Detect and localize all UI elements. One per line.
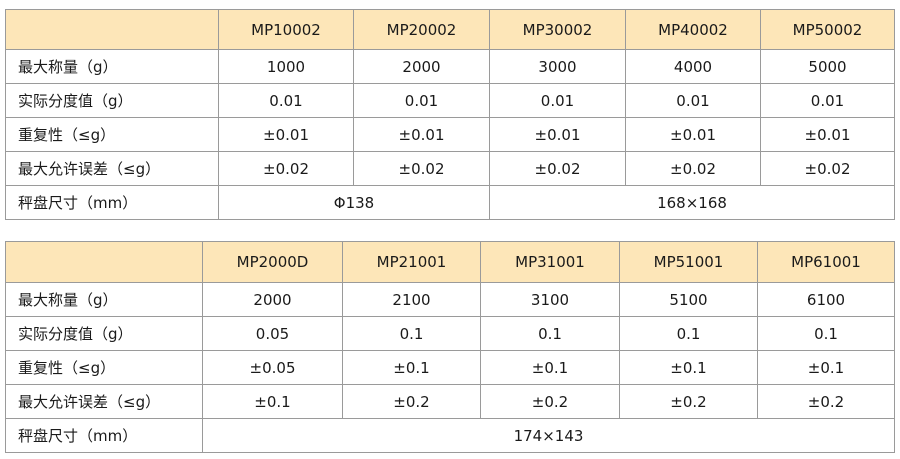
table-cell: 0.01 — [490, 84, 626, 118]
table-cell: ±0.05 — [203, 351, 343, 385]
table-cell: ±0.01 — [490, 118, 626, 152]
model-header: MP31001 — [481, 242, 620, 283]
table-cell: 3000 — [490, 50, 626, 84]
table-cell: ±0.2 — [343, 385, 481, 419]
table-cell-pan-square: 168×168 — [490, 186, 895, 220]
header-corner-cell — [6, 242, 203, 283]
table-cell: 0.05 — [203, 317, 343, 351]
table-cell-pan-round: Φ138 — [219, 186, 490, 220]
table-row-max-error: 最大允许误差（≤g） ±0.1 ±0.2 ±0.2 ±0.2 ±0.2 — [6, 385, 895, 419]
table-row-pan-size: 秤盘尺寸（mm） Φ138 168×168 — [6, 186, 895, 220]
row-label: 重复性（≤g） — [6, 118, 219, 152]
spec-table-mp-series-1: MP10002 MP20002 MP30002 MP40002 MP50002 … — [5, 9, 895, 220]
table-cell: 3100 — [481, 283, 620, 317]
table-cell: 0.01 — [761, 84, 895, 118]
model-header: MP40002 — [626, 10, 761, 50]
model-header: MP50002 — [761, 10, 895, 50]
table-row-repeatability: 重复性（≤g） ±0.05 ±0.1 ±0.1 ±0.1 ±0.1 — [6, 351, 895, 385]
row-label: 实际分度值（g） — [6, 317, 203, 351]
table-cell: 5100 — [620, 283, 758, 317]
model-header: MP30002 — [490, 10, 626, 50]
header-corner-cell — [6, 10, 219, 50]
model-header: MP10002 — [219, 10, 354, 50]
table-cell: ±0.2 — [481, 385, 620, 419]
table-cell: 0.1 — [758, 317, 895, 351]
table-cell: ±0.2 — [620, 385, 758, 419]
row-label: 最大允许误差（≤g） — [6, 385, 203, 419]
table-cell: 2000 — [203, 283, 343, 317]
table-cell: ±0.1 — [343, 351, 481, 385]
table-cell: ±0.02 — [626, 152, 761, 186]
table-cell: 2100 — [343, 283, 481, 317]
table-row-repeatability: 重复性（≤g） ±0.01 ±0.01 ±0.01 ±0.01 ±0.01 — [6, 118, 895, 152]
table-row-max-error: 最大允许误差（≤g） ±0.02 ±0.02 ±0.02 ±0.02 ±0.02 — [6, 152, 895, 186]
model-header: MP20002 — [354, 10, 490, 50]
table-cell: ±0.1 — [758, 351, 895, 385]
table-row-max-capacity: 最大称量（g） 1000 2000 3000 4000 5000 — [6, 50, 895, 84]
table-cell: ±0.1 — [203, 385, 343, 419]
table-row-readability: 实际分度值（g） 0.05 0.1 0.1 0.1 0.1 — [6, 317, 895, 351]
table-cell: ±0.1 — [620, 351, 758, 385]
table-cell: ±0.2 — [758, 385, 895, 419]
model-header: MP51001 — [620, 242, 758, 283]
model-header: MP61001 — [758, 242, 895, 283]
table-cell: ±0.02 — [219, 152, 354, 186]
table-cell: 2000 — [354, 50, 490, 84]
row-label: 最大称量（g） — [6, 283, 203, 317]
table-cell: 0.1 — [343, 317, 481, 351]
row-label: 秤盘尺寸（mm） — [6, 186, 219, 220]
header-row: MP2000D MP21001 MP31001 MP51001 MP61001 — [6, 242, 895, 283]
table-cell: 0.01 — [626, 84, 761, 118]
model-header: MP2000D — [203, 242, 343, 283]
table-cell: 0.01 — [354, 84, 490, 118]
table-cell: ±0.1 — [481, 351, 620, 385]
spec-table-mp-series-2: MP2000D MP21001 MP31001 MP51001 MP61001 … — [5, 241, 895, 453]
table-cell: ±0.01 — [626, 118, 761, 152]
row-label: 重复性（≤g） — [6, 351, 203, 385]
row-label: 最大允许误差（≤g） — [6, 152, 219, 186]
table-cell: 5000 — [761, 50, 895, 84]
table-cell: 1000 — [219, 50, 354, 84]
table-cell: ±0.02 — [490, 152, 626, 186]
table-cell: 6100 — [758, 283, 895, 317]
table-cell: 4000 — [626, 50, 761, 84]
row-label: 实际分度值（g） — [6, 84, 219, 118]
table-cell: ±0.01 — [219, 118, 354, 152]
row-label: 最大称量（g） — [6, 50, 219, 84]
table-cell: ±0.02 — [354, 152, 490, 186]
table-cell: ±0.01 — [354, 118, 490, 152]
table-row-max-capacity: 最大称量（g） 2000 2100 3100 5100 6100 — [6, 283, 895, 317]
table-row-readability: 实际分度值（g） 0.01 0.01 0.01 0.01 0.01 — [6, 84, 895, 118]
table-row-pan-size: 秤盘尺寸（mm） 174×143 — [6, 419, 895, 453]
table-cell: 0.1 — [620, 317, 758, 351]
table-cell: ±0.01 — [761, 118, 895, 152]
table-cell: 0.1 — [481, 317, 620, 351]
header-row: MP10002 MP20002 MP30002 MP40002 MP50002 — [6, 10, 895, 50]
row-label: 秤盘尺寸（mm） — [6, 419, 203, 453]
table-cell-pan-size: 174×143 — [203, 419, 895, 453]
model-header: MP21001 — [343, 242, 481, 283]
table-cell: ±0.02 — [761, 152, 895, 186]
table-cell: 0.01 — [219, 84, 354, 118]
